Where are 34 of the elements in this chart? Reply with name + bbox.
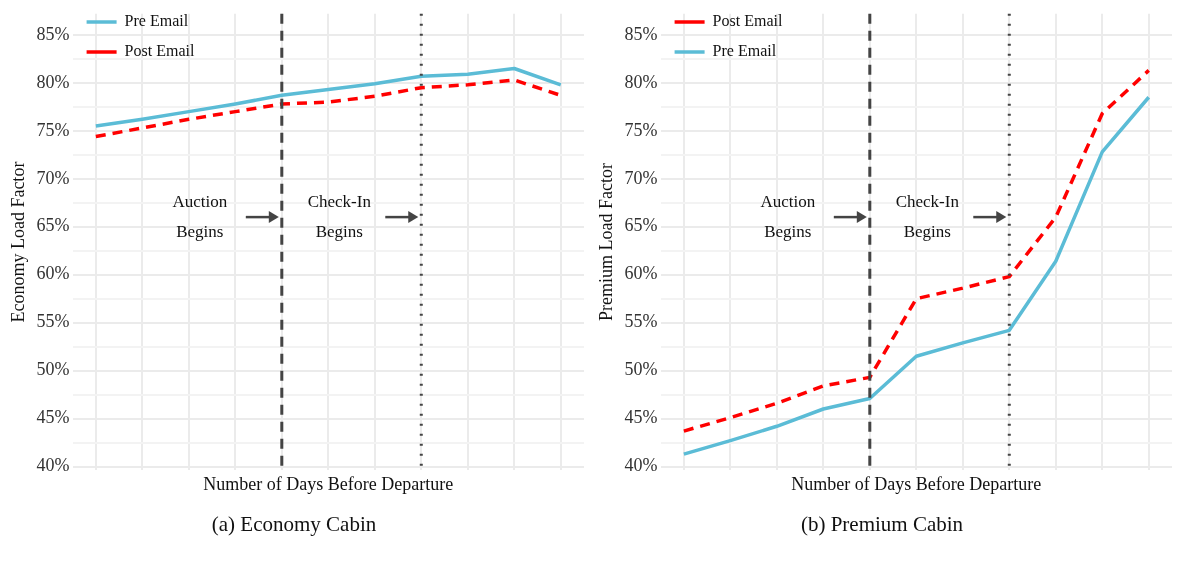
y-tick-label: 65%	[36, 215, 70, 236]
y-tick-label: 80%	[624, 71, 658, 92]
annotation: Check-In Begins	[307, 191, 372, 241]
y-axis-title: Premium Load Factor	[595, 163, 616, 322]
y-tick-label: 60%	[624, 263, 658, 284]
annotation: Auction Begins	[760, 191, 816, 241]
annotation: Auction Begins	[172, 191, 228, 241]
y-tick-label: 50%	[624, 359, 658, 380]
annotation: Check-In Begins	[895, 191, 960, 241]
legend-label: Pre Email	[712, 42, 777, 60]
y-tick-label: 45%	[36, 407, 70, 428]
y-tick-label: 45%	[624, 407, 658, 428]
y-tick-label: 85%	[624, 23, 658, 44]
legend-label: Post Email	[712, 12, 783, 30]
legend-label: Post Email	[124, 42, 195, 60]
y-tick-label: 55%	[36, 311, 70, 332]
text: (a) Economy Cabin	[211, 512, 377, 537]
y-tick-label: 65%	[624, 215, 658, 236]
text: (b) Premium Cabin	[800, 512, 964, 537]
y-tick-label: 50%	[36, 359, 70, 380]
y-tick-label: 40%	[624, 455, 658, 476]
y-tick-label: 85%	[36, 23, 70, 44]
y-axis-title: Economy Load Factor	[7, 161, 28, 323]
y-tick-label: 75%	[36, 119, 70, 140]
y-tick-label: 40%	[36, 455, 70, 476]
y-tick-label: 80%	[36, 71, 70, 92]
y-tick-label: 55%	[624, 311, 658, 332]
y-tick-label: 70%	[624, 167, 658, 188]
x-axis-title: Number of Days Before Departure	[203, 473, 454, 494]
y-tick-label: 60%	[36, 263, 70, 284]
x-axis-title: Number of Days Before Departure	[791, 473, 1042, 494]
legend-label: Pre Email	[124, 12, 189, 30]
y-tick-label: 70%	[36, 167, 70, 188]
y-tick-label: 75%	[624, 119, 658, 140]
